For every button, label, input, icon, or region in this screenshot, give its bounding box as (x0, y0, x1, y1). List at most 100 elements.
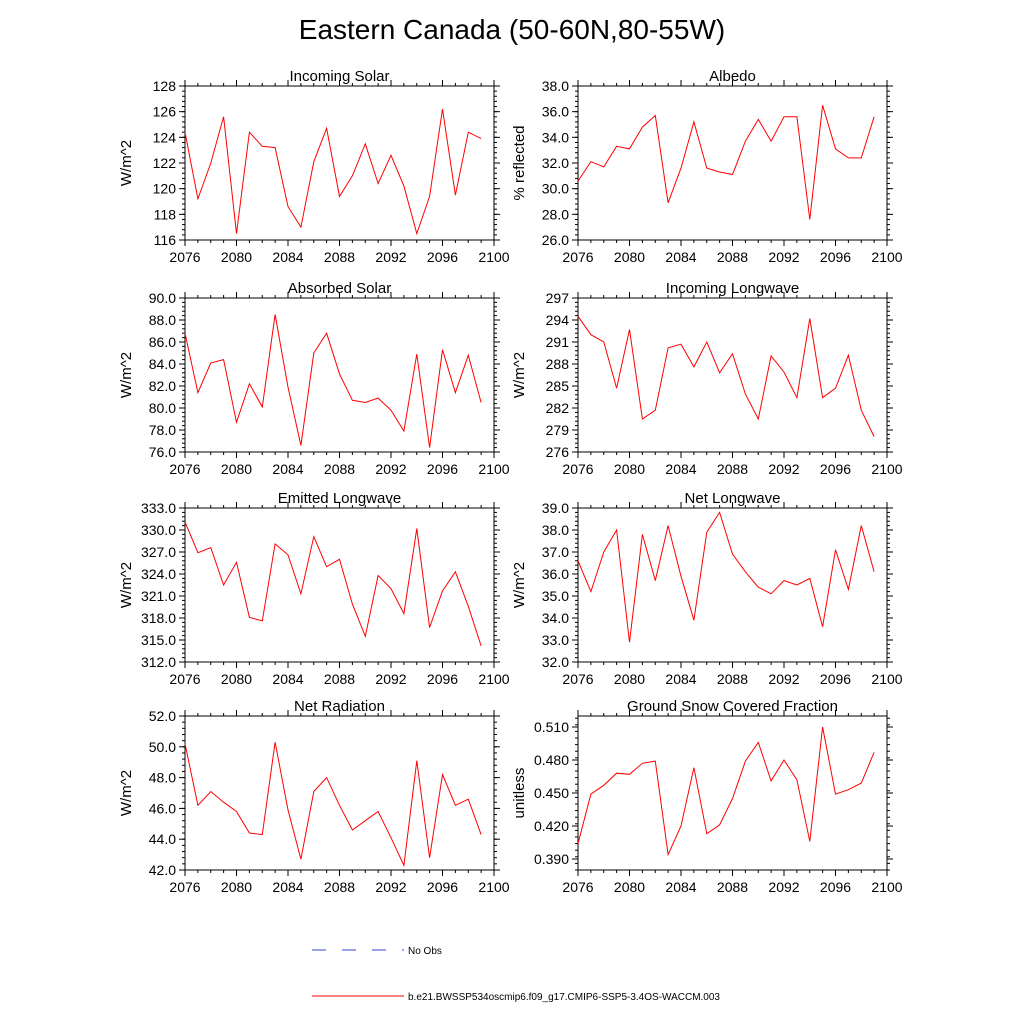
y-tick-label: 35.0 (542, 588, 569, 604)
y-tick-label: 80.0 (149, 400, 176, 416)
y-tick-label: 78.0 (149, 422, 176, 438)
y-tick-label: 33.0 (542, 632, 569, 648)
y-tick-label: 48.0 (149, 770, 176, 786)
x-tick-label: 2080 (221, 249, 252, 265)
plot-frame (184, 715, 495, 871)
x-tick-label: 2080 (614, 249, 645, 265)
panel-title: Incoming Longwave (666, 280, 799, 297)
y-tick-label: 0.450 (534, 785, 569, 801)
y-tick-label: 0.390 (534, 851, 569, 867)
y-tick-label: 315.0 (141, 632, 176, 648)
x-tick-label: 2088 (324, 461, 355, 477)
panel-emitted-longwave: Emitted Longwave W/m^2 2076 2080 2084 2088 209… (118, 490, 510, 687)
y-tick-label: 42.0 (149, 862, 176, 878)
x-tick-label: 2084 (272, 671, 303, 687)
y-tick-label: 288 (546, 356, 570, 372)
y-tick-label: 120 (153, 181, 177, 197)
y-tick-label: 0.480 (534, 752, 569, 768)
y-tick-label: 28.0 (542, 206, 569, 222)
y-tick-label: 0.510 (534, 719, 569, 735)
y-tick-label: 50.0 (149, 739, 176, 755)
y-tick-label: 282 (546, 400, 570, 416)
series-line (577, 316, 875, 437)
y-tick-label: 324.0 (141, 566, 176, 582)
x-tick-label: 2100 (478, 461, 509, 477)
y-tick-label: 330.0 (141, 522, 176, 538)
y-tick-label: 36.0 (542, 104, 569, 120)
y-tick-label: 82.0 (149, 378, 176, 394)
x-tick-label: 2100 (871, 879, 902, 895)
plot-frame (577, 85, 888, 241)
figure-title: Eastern Canada (50-60N,80-55W) (298, 14, 726, 45)
panel-net-radiation: Net Radiation W/m^2 2076 2080 2084 2088 2092 20… (118, 698, 510, 895)
panel-ground-snow-covered-fraction: Ground Snow Covered Fraction unitless 2076… (511, 698, 903, 895)
y-tick-label: 44.0 (149, 831, 176, 847)
x-tick-label: 2100 (478, 879, 509, 895)
plot-frame (577, 715, 888, 871)
x-tick-label: 2084 (272, 461, 303, 477)
x-tick-label: 2100 (478, 249, 509, 265)
panel-net-longwave: Net Longwave W/m^2 2076 2080 2084 2088 2092 209… (511, 490, 903, 687)
y-tick-label: 32.0 (542, 654, 569, 670)
x-tick-label: 2080 (221, 461, 252, 477)
x-tick-label: 2096 (820, 671, 851, 687)
y-tick-label: 0.420 (534, 818, 569, 834)
y-axis-label: W/m^2 (511, 562, 528, 608)
series-line (184, 109, 482, 236)
plot-frame (577, 507, 888, 663)
y-tick-label: 52.0 (149, 708, 176, 724)
x-tick-label: 2092 (768, 879, 799, 895)
x-tick-label: 2100 (871, 671, 902, 687)
x-tick-label: 2092 (375, 461, 406, 477)
y-tick-label: 297 (546, 290, 570, 306)
y-tick-label: 38.0 (542, 78, 569, 94)
x-tick-label: 2080 (614, 461, 645, 477)
x-tick-label: 2080 (221, 879, 252, 895)
y-tick-label: 318.0 (141, 610, 176, 626)
legend: No Obs b.e21.BWSSP534oscmip6.f09_g17.CMIP… (312, 946, 720, 1003)
x-tick-label: 2096 (427, 879, 458, 895)
x-tick-label: 2100 (871, 249, 902, 265)
y-tick-label: 76.0 (149, 444, 176, 460)
x-tick-label: 2088 (324, 879, 355, 895)
y-tick-label: 116 (154, 232, 177, 248)
legend-obs-label: No Obs (408, 946, 442, 957)
x-tick-label: 2084 (665, 879, 696, 895)
y-tick-label: 294 (546, 312, 570, 328)
x-tick-label: 2096 (427, 671, 458, 687)
x-tick-label: 2096 (427, 461, 458, 477)
y-axis-label: unitless (511, 768, 528, 819)
y-tick-label: 128 (153, 78, 177, 94)
y-axis-label: W/m^2 (118, 352, 135, 398)
panel-title: Incoming Solar (289, 68, 389, 85)
x-tick-label: 2100 (871, 461, 902, 477)
x-tick-label: 2076 (562, 461, 593, 477)
y-tick-label: 46.0 (149, 800, 176, 816)
series-line (184, 314, 482, 448)
y-tick-label: 333.0 (141, 500, 176, 516)
y-tick-label: 34.0 (542, 129, 569, 145)
y-tick-label: 39.0 (542, 500, 569, 516)
panel-title: Net Longwave (685, 490, 781, 507)
x-tick-label: 2096 (820, 879, 851, 895)
y-tick-label: 84.0 (149, 356, 176, 372)
y-tick-label: 276 (546, 444, 570, 460)
panel-albedo: Albedo % reflected 2076 2080 2084 2088 2092 209… (511, 68, 903, 265)
y-tick-label: 90.0 (149, 290, 176, 306)
y-axis-label: % reflected (511, 125, 528, 200)
panel-incoming-longwave: Incoming Longwave W/m^2 2076 2080 2084 2088 20… (511, 280, 903, 477)
series-line (184, 521, 482, 647)
x-tick-label: 2088 (717, 461, 748, 477)
x-tick-label: 2088 (324, 671, 355, 687)
x-tick-label: 2084 (272, 249, 303, 265)
y-tick-label: 291 (546, 334, 570, 350)
panel-absorbed-solar: Absorbed Solar W/m^2 2076 2080 2084 2088 2092 2… (118, 280, 510, 477)
y-tick-label: 36.0 (542, 566, 569, 582)
x-tick-label: 2080 (221, 671, 252, 687)
y-tick-label: 279 (546, 422, 570, 438)
x-tick-label: 2076 (562, 249, 593, 265)
panel-incoming-solar: Incoming Solar W/m^2 2076 2080 2084 2088 2092 2… (118, 68, 510, 265)
y-axis-label: W/m^2 (118, 562, 135, 608)
x-tick-label: 2092 (375, 249, 406, 265)
y-tick-label: 26.0 (542, 232, 569, 248)
